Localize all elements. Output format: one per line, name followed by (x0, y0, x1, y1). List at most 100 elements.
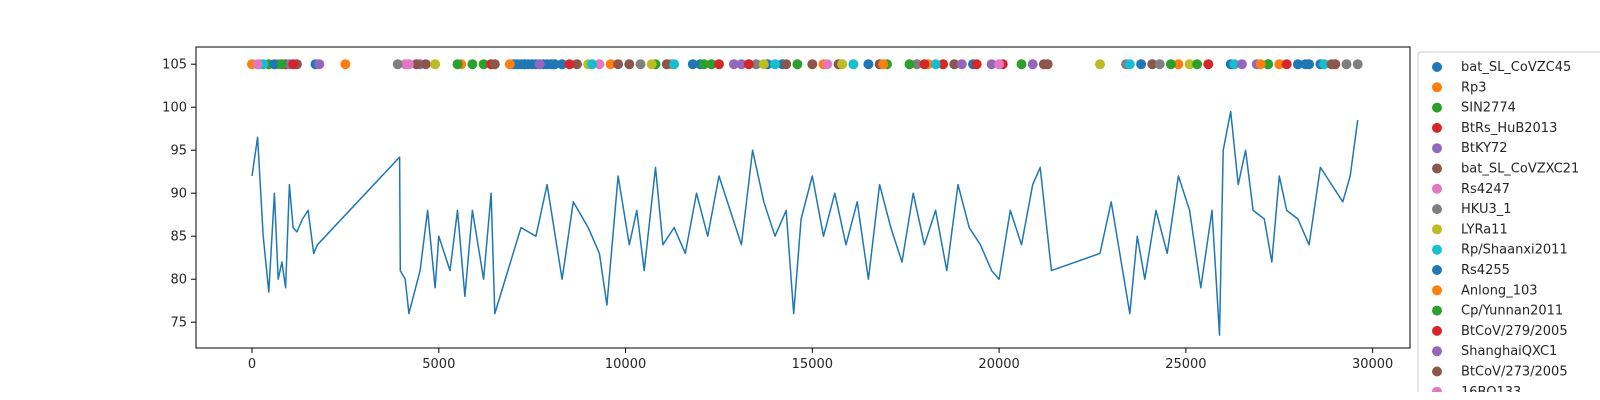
scatter-point (1236, 59, 1247, 70)
legend-marker (1432, 285, 1442, 296)
scatter-point (1154, 59, 1165, 70)
legend-frame (1417, 51, 1600, 392)
legend-marker (1432, 305, 1442, 316)
legend-label: Rs4255 (1461, 263, 1510, 278)
scatter-point (822, 59, 833, 70)
scatter-point (1300, 59, 1311, 70)
legend-label: BtRs_HuB2013 (1461, 121, 1557, 136)
scatter-point (489, 59, 500, 70)
scatter-point (1124, 59, 1135, 70)
scatter-point (1027, 59, 1038, 70)
scatter-point (519, 59, 530, 70)
scatter-point (736, 59, 747, 70)
x-tick-label: 30000 (1352, 357, 1393, 372)
scatter-point (467, 59, 478, 70)
scatter-point (646, 59, 657, 70)
scatter-point (430, 59, 441, 70)
legend-marker (1432, 325, 1442, 336)
scatter-point (340, 59, 351, 70)
scatter-point (956, 59, 967, 70)
legend-label: BtCoV/273/2005 (1461, 365, 1568, 380)
y-tick-label: 95 (170, 144, 187, 159)
scatter-point (919, 59, 930, 70)
legend-marker (1432, 204, 1442, 215)
y-tick-label: 80 (170, 273, 187, 288)
line-series (251, 110, 1359, 336)
legend-marker (1432, 366, 1442, 377)
scatter-layer (247, 59, 1363, 70)
scatter-point (403, 59, 414, 70)
scatter-point (1147, 59, 1158, 70)
legend-label: 16BO133 (1461, 385, 1521, 400)
scatter-point (1352, 59, 1363, 70)
legend-marker (1432, 183, 1442, 194)
legend-label: ShanghaiQXC1 (1461, 344, 1557, 359)
scatter-point (669, 59, 680, 70)
scatter-point (452, 59, 463, 70)
scatter-point (605, 59, 616, 70)
scatter-point (1326, 59, 1337, 70)
legend-marker (1432, 265, 1442, 275)
scatter-point (911, 59, 922, 70)
scatter-point (687, 59, 698, 70)
scatter-point (1192, 59, 1203, 70)
legend-marker (1432, 122, 1442, 133)
y-tick-label: 100 (162, 101, 187, 116)
legend-marker (1432, 62, 1442, 72)
legend-marker (1432, 102, 1442, 113)
scatter-point (276, 59, 287, 70)
scatter-point (938, 59, 949, 70)
scatter-point (1136, 59, 1147, 70)
scatter-point (549, 59, 560, 70)
legend-marker (1432, 386, 1442, 392)
scatter-point (714, 59, 724, 70)
scatter-point (1229, 59, 1240, 70)
legend-marker (1432, 143, 1442, 154)
legend-marker (1432, 163, 1442, 174)
scatter-point (971, 59, 982, 70)
legend-marker (1432, 346, 1442, 357)
scatter-point (904, 59, 915, 70)
scatter-point (1263, 59, 1274, 70)
scatter-point (781, 59, 792, 70)
scatter-point (1173, 59, 1184, 70)
scatter-point (1038, 59, 1049, 70)
scatter-point (1341, 59, 1352, 70)
y-tick-label: 75 (170, 316, 187, 331)
scatter-point (613, 59, 624, 70)
y-tick-label: 85 (170, 230, 187, 245)
scatter-point (807, 59, 818, 70)
scatter-point (848, 59, 859, 70)
scatter-point (1255, 59, 1266, 70)
scatter-point (624, 59, 635, 70)
y-axis: 75 80 85 90 95 100 105 (162, 58, 196, 331)
scatter-point (706, 59, 717, 70)
legend-label: Rp3 (1461, 80, 1487, 95)
scatter-point (878, 59, 889, 70)
legend-label: Anlong_103 (1461, 283, 1538, 298)
legend-marker (1432, 244, 1442, 255)
legend-label: bat_SL_CoVZXC21 (1461, 162, 1579, 177)
scatter-point (1281, 59, 1292, 70)
scatter-point (1292, 59, 1303, 70)
scatter-point (1274, 59, 1285, 70)
scatter-point (1095, 59, 1105, 70)
x-tick-label: 0 (248, 357, 256, 372)
legend-label: HKU3_1 (1461, 202, 1512, 217)
y-tick-label: 105 (162, 58, 187, 73)
legend-label: Cp/Yunnan2011 (1461, 304, 1563, 319)
scatter-point (504, 59, 515, 70)
y-tick-label: 90 (170, 187, 187, 202)
scatter-point (699, 59, 709, 70)
scatter-point (758, 59, 769, 70)
legend-label: LYRa11 (1461, 222, 1508, 237)
scatter-point (411, 59, 422, 70)
scatter-point (863, 59, 874, 70)
scatter-point (770, 59, 780, 70)
scatter-point (1203, 59, 1214, 70)
legend-label: Rp/Shaanxi2011 (1461, 243, 1568, 258)
legend-label: Rs4247 (1461, 182, 1510, 197)
scatter-point (1016, 59, 1027, 70)
scatter-point (1319, 59, 1330, 70)
